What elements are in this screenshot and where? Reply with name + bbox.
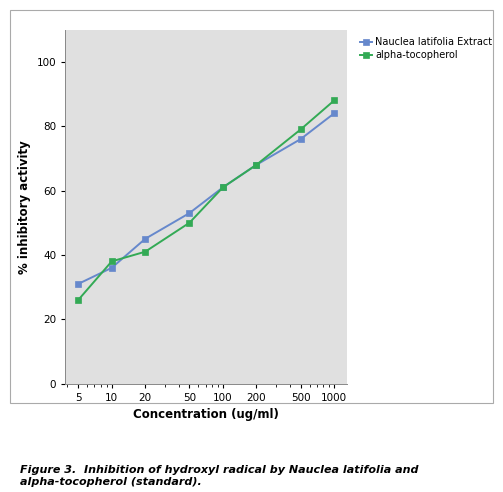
Legend: Nauclea latifolia Extract, alpha-tocopherol: Nauclea latifolia Extract, alpha-tocophe… — [357, 34, 495, 63]
X-axis label: Concentration (ug/ml): Concentration (ug/ml) — [133, 408, 279, 421]
Y-axis label: % inhibitory activity: % inhibitory activity — [18, 140, 31, 274]
Text: Figure 3.  Inhibition of hydroxyl radical by Nauclea latifolia and
alpha-tocophe: Figure 3. Inhibition of hydroxyl radical… — [20, 465, 418, 487]
